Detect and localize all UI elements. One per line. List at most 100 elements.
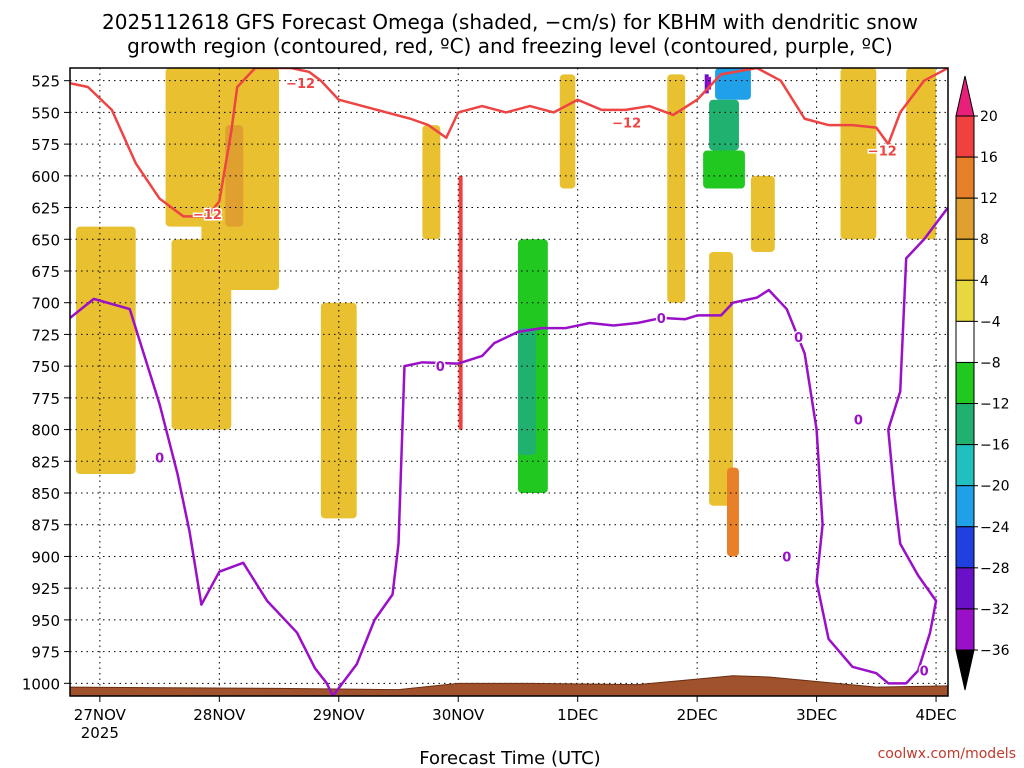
colorbar-swatch-9 <box>955 485 975 528</box>
y-tick-label-0: 525 <box>31 73 60 91</box>
freezing-contour-label-5: 0 <box>782 550 791 565</box>
omega-region-9 <box>709 251 733 506</box>
colorbar-label-1: 16 <box>980 150 998 166</box>
colorbar-under-triangle <box>955 649 975 691</box>
freezing-contour-label-0: 0 <box>155 451 164 466</box>
freezing-contour-label-6: 0 <box>920 665 929 680</box>
colorbar-label-8: −16 <box>980 438 1010 454</box>
x-tick-label-3: 30NOV <box>432 706 485 724</box>
omega-region-11 <box>750 175 775 252</box>
colorbar-label-10: −24 <box>980 520 1010 536</box>
colorbar-swatch-10 <box>955 526 975 569</box>
colorbar-label-2: 12 <box>980 191 998 207</box>
colorbar-over-triangle <box>955 75 975 117</box>
y-tick-label-9: 750 <box>31 358 60 376</box>
colorbar-label-9: −20 <box>980 479 1010 495</box>
freezing-contour-label-1: 0 <box>436 360 445 375</box>
terrain-fill <box>70 675 948 696</box>
x-tick-label-6: 3DEC <box>796 706 837 724</box>
omega-region-23 <box>709 99 739 151</box>
y-tick-label-3: 600 <box>31 168 60 186</box>
omega-region-16 <box>494 87 518 620</box>
x-tick-label-2: 29NOV <box>313 706 366 724</box>
colorbar-swatch-0 <box>955 115 975 158</box>
plot-frame <box>69 67 949 697</box>
omega-region-24 <box>703 150 745 189</box>
credit-link[interactable]: coolwx.com/models <box>878 746 1016 762</box>
omega-region-8 <box>667 74 686 303</box>
freezing-contour-label-2: 0 <box>657 312 666 327</box>
colorbar-swatch-5 <box>955 320 975 363</box>
omega-region-22 <box>715 68 751 100</box>
omega-region-4 <box>225 125 244 227</box>
omega-spike-2 <box>707 76 712 90</box>
y-tick-label-5: 650 <box>31 231 60 249</box>
y-tick-label-1: 550 <box>31 104 60 122</box>
colorbar-label-11: −28 <box>980 561 1010 577</box>
colorbar: 20 16 12 8 4 −4 −8 −12 −16 −20 −24 −28 −32 −36 <box>955 75 1010 691</box>
freezing-contour-label-4: 0 <box>854 413 863 428</box>
x-tick-label-0: 27NOV <box>74 706 127 724</box>
colorbar-swatch-3 <box>955 238 975 281</box>
omega-region-20 <box>637 239 662 506</box>
colorbar-label-0: 20 <box>980 109 998 125</box>
y-tick-label-11: 800 <box>31 422 60 440</box>
omega-region-6 <box>422 125 441 240</box>
dgz-contour-label-0: −12 <box>193 208 222 223</box>
colorbar-swatch-7 <box>955 403 975 446</box>
x-axis: 27NOV 28NOV 29NOV 30NOV 1DEC 2DEC 3DEC 4DEC 2025 <box>74 696 957 742</box>
omega-spike-1 <box>704 74 709 94</box>
y-tick-label-15: 900 <box>31 548 60 566</box>
x-tick-year-label: 2025 <box>81 724 119 742</box>
colorbar-swatch-6 <box>955 361 975 405</box>
y-tick-label-17: 950 <box>31 612 60 630</box>
omega-region-5 <box>320 302 357 519</box>
y-tick-label-19: 1000 <box>22 675 60 693</box>
dgz-contour-label-1: −12 <box>286 77 315 92</box>
y-tick-label-4: 625 <box>31 200 60 218</box>
x-tick-label-4: 1DEC <box>557 706 598 724</box>
freezing-level-contour-line <box>70 206 948 696</box>
dgz-contour-label-2: −12 <box>612 117 641 132</box>
colorbar-label-12: −32 <box>980 602 1010 618</box>
terrain <box>70 675 948 696</box>
omega-region-10 <box>727 467 739 557</box>
omega-region-1 <box>165 68 208 227</box>
colorbar-swatch-11 <box>955 567 975 610</box>
x-tick-label-7: 4DEC <box>916 706 957 724</box>
colorbar-swatch-1 <box>955 156 975 199</box>
plot-area <box>75 68 948 620</box>
colorbar-swatch-2 <box>955 197 975 240</box>
omega-region-14 <box>135 68 154 126</box>
contours: −12 −12 −12 −12 0 0 0 0 0 0 0 <box>70 68 948 696</box>
y-axis: 525 550 575 600 625 650 675 700 725 750 775 800 825 8… <box>22 73 70 693</box>
colorbar-swatch-8 <box>955 444 975 487</box>
y-tick-label-6: 675 <box>31 263 60 281</box>
x-tick-label-5: 2DEC <box>677 706 718 724</box>
freezing-contour-label-3: 0 <box>794 331 803 346</box>
dgz-contour-label-3: −12 <box>868 144 897 159</box>
y-tick-label-16: 925 <box>31 580 60 598</box>
omega-region-12 <box>840 68 877 240</box>
omega-region-7 <box>559 74 576 189</box>
colorbar-swatch-4 <box>955 279 975 322</box>
dgz-contour-line <box>70 68 948 218</box>
omega-region-19 <box>517 328 536 455</box>
chart-title-line-1: 2025112618 GFS Forecast Omega (shaded, −… <box>102 10 918 34</box>
x-axis-title: Forecast Time (UTC) <box>419 748 600 768</box>
omega-region-15 <box>476 74 495 176</box>
colorbar-label-7: −12 <box>980 397 1010 413</box>
y-tick-label-8: 725 <box>31 326 60 344</box>
colorbar-label-4: 4 <box>980 273 989 289</box>
y-tick-label-14: 875 <box>31 517 60 535</box>
y-tick-label-12: 825 <box>31 453 60 471</box>
x-tick-label-1: 28NOV <box>193 706 246 724</box>
omega-region-0 <box>75 226 136 474</box>
grid <box>70 68 948 696</box>
colorbar-label-13: −36 <box>980 643 1010 659</box>
colorbar-swatch-12 <box>955 608 975 651</box>
colorbar-label-6: −8 <box>980 355 1001 371</box>
y-tick-label-13: 850 <box>31 485 60 503</box>
chart-title-line-2: growth region (contoured, red, ºC) and f… <box>127 34 893 58</box>
